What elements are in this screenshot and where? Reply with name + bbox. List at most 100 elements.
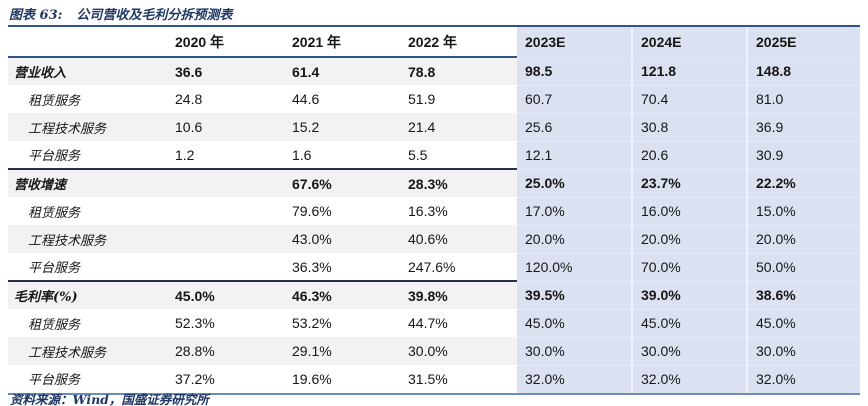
table-body: 营业收入 36.6 61.4 78.8 98.5 121.8 148.8 租赁服务 24.8 44… — [8, 57, 860, 395]
data-cell: 70.4 — [631, 85, 747, 114]
data-cell: 22.2% — [746, 168, 860, 198]
data-cell: 50.0% — [746, 253, 860, 282]
table-row: 营收增速 67.6% 28.3% 25.0% 23.7% 22.2% — [8, 168, 860, 198]
table-header-row: 2020 年 2021 年 2022 年 2023E 2024E 2025E — [8, 25, 860, 58]
data-cell: 45.0% — [517, 309, 632, 338]
data-cell: 16.3% — [408, 203, 448, 219]
data-cell: 40.6% — [400, 225, 517, 253]
data-cell: 1.6 — [292, 146, 312, 163]
data-cell: 37.2% — [167, 365, 284, 395]
data-cell: 24.8 — [175, 91, 203, 107]
data-cell: 43.0% — [284, 225, 400, 253]
data-cell: 67.6% — [284, 168, 400, 197]
table-row: 租赁服务 52.3% 53.2% 44.7% 45.0% 45.0% 45.0% — [8, 309, 860, 338]
data-cell: 25.0% — [517, 168, 632, 198]
data-cell — [167, 253, 284, 281]
data-cell: 21.4 — [400, 113, 517, 141]
data-cell: 78.8 — [400, 57, 517, 85]
data-cell: 39.5% — [517, 280, 632, 310]
data-cell: 44.6 — [292, 91, 320, 107]
data-cell — [167, 225, 284, 253]
data-cell: 17.0% — [517, 197, 632, 226]
table-row: 工程技术服务 43.0% 40.6% 20.0% 20.0% 20.0% — [8, 225, 860, 254]
data-cell: 23.7% — [631, 168, 747, 198]
data-cell: 247.6% — [408, 258, 456, 275]
row-label: 租赁服务 — [28, 205, 81, 221]
row-label: 平台服务 — [8, 365, 167, 395]
data-cell: 20.6 — [631, 141, 747, 170]
table-row: 租赁服务 24.8 44.6 51.9 60.7 70.4 81.0 — [8, 85, 860, 114]
table-row: 平台服务 37.2% 19.6% 31.5% 32.0% 32.0% 32.0% — [8, 365, 860, 395]
row-label: 工程技术服务 — [8, 113, 167, 141]
figure-title: 图表 63: 公司营收及毛利分拆预测表 — [9, 4, 232, 23]
data-cell: 46.3% — [284, 280, 400, 309]
data-cell: 15.2 — [284, 113, 400, 141]
data-cell: 30.9 — [746, 141, 860, 170]
figure-number: 图表 63: — [9, 8, 63, 23]
data-cell: 79.6% — [292, 203, 332, 219]
data-cell: 60.7 — [517, 85, 632, 114]
column-header: 2024E — [631, 25, 747, 58]
data-cell: 98.5 — [517, 57, 632, 86]
source-note: 资料来源：Wind，国盛证券研究所 — [10, 392, 209, 406]
data-cell: 20.0% — [746, 225, 860, 254]
data-cell: 39.8% — [400, 280, 517, 309]
column-header: 2021 年 — [284, 25, 400, 58]
data-cell: 44.7% — [408, 315, 448, 331]
data-cell: 45.0% — [167, 280, 284, 309]
data-cell: 31.5% — [400, 365, 517, 395]
data-cell: 25.6 — [517, 113, 632, 142]
data-cell: 148.8 — [746, 57, 860, 86]
data-cell: 121.8 — [631, 57, 747, 86]
row-label: 租赁服务 — [28, 317, 81, 333]
table-row: 毛利率(%) 45.0% 46.3% 39.8% 39.5% 39.0% 38.6% — [8, 280, 860, 310]
data-cell: 30.0% — [631, 337, 747, 366]
data-cell: 20.0% — [631, 225, 747, 254]
data-cell: 53.2% — [292, 315, 332, 331]
row-label: 平台服务 — [28, 149, 81, 164]
table-row: 平台服务 36.3% 247.6% 120.0% 70.0% 50.0% — [8, 253, 860, 282]
data-cell: 39.0% — [631, 280, 747, 310]
table-row: 租赁服务 79.6% 16.3% 17.0% 16.0% 15.0% — [8, 197, 860, 226]
corner-header — [8, 25, 167, 58]
data-cell: 32.0% — [631, 365, 747, 395]
row-label: 工程技术服务 — [8, 225, 167, 253]
data-cell: 30.0% — [746, 337, 860, 366]
data-cell: 120.0% — [517, 253, 632, 282]
data-cell: 36.9 — [746, 113, 860, 142]
table-row: 工程技术服务 28.8% 29.1% 30.0% 30.0% 30.0% 30.0% — [8, 337, 860, 366]
data-cell: 10.6 — [167, 113, 284, 141]
data-cell: 29.1% — [284, 337, 400, 365]
data-cell: 30.0% — [400, 337, 517, 365]
data-cell: 45.0% — [746, 309, 860, 338]
data-cell: 30.8 — [631, 113, 747, 142]
data-cell: 45.0% — [631, 309, 747, 338]
data-cell: 30.0% — [517, 337, 632, 366]
data-cell: 28.8% — [167, 337, 284, 365]
data-cell: 70.0% — [631, 253, 747, 282]
table-row: 工程技术服务 10.6 15.2 21.4 25.6 30.8 36.9 — [8, 113, 860, 142]
row-label: 工程技术服务 — [8, 337, 167, 365]
column-header: 2020 年 — [167, 25, 284, 58]
column-header: 2022 年 — [400, 25, 517, 58]
data-cell: 12.1 — [517, 141, 632, 170]
figure-title-text: 公司营收及毛利分拆预测表 — [76, 8, 233, 23]
data-cell: 51.9 — [408, 91, 436, 107]
data-cell: 19.6% — [284, 365, 400, 395]
data-cell — [167, 197, 284, 225]
table-row: 营业收入 36.6 61.4 78.8 98.5 121.8 148.8 — [8, 57, 860, 86]
revenue-margin-forecast-table: 2020 年 2021 年 2022 年 2023E 2024E 2025E 营业收入 36… — [8, 25, 860, 395]
data-cell: 36.3% — [292, 258, 332, 275]
data-cell: 1.2 — [175, 146, 195, 163]
row-label: 租赁服务 — [28, 93, 81, 109]
data-cell: 16.0% — [631, 197, 747, 226]
data-cell: 5.5 — [408, 146, 428, 163]
data-cell — [167, 168, 284, 197]
data-cell: 81.0 — [746, 85, 860, 114]
column-header: 2023E — [517, 25, 632, 58]
column-header: 2025E — [746, 25, 860, 58]
data-cell: 52.3% — [175, 315, 215, 331]
data-cell: 15.0% — [746, 197, 860, 226]
table-row: 平台服务 1.2 1.6 5.5 12.1 20.6 30.9 — [8, 141, 860, 170]
